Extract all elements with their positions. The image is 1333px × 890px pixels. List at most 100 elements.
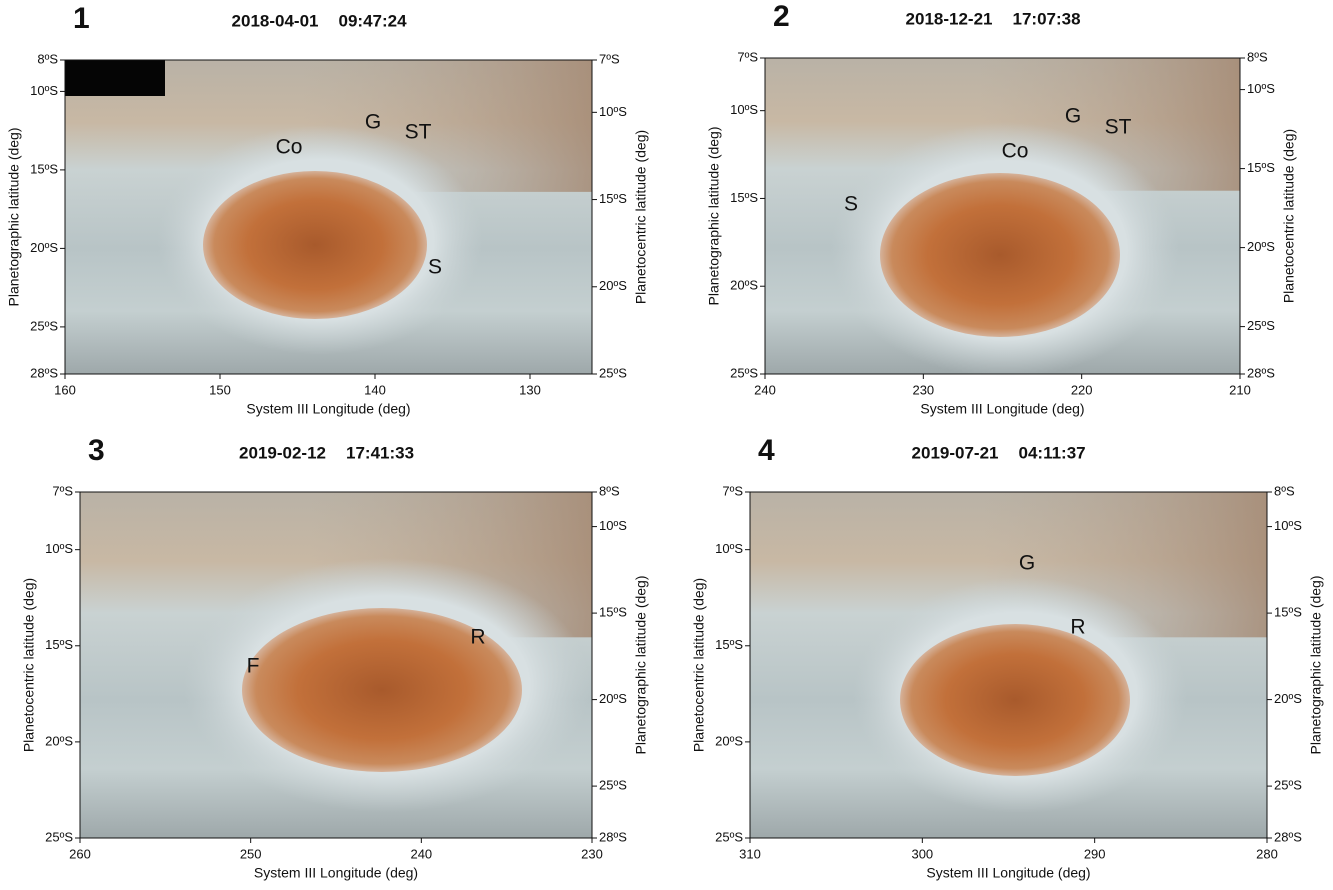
y2-axis-label: Planetographic latitude (deg)	[1308, 575, 1324, 754]
x-tick-label: 280	[1256, 846, 1278, 861]
y-tick-label: 8ºS	[37, 51, 58, 66]
figure: 1 2018-04-01 09:47:24 System III Longitude …	[0, 0, 1333, 890]
y2-tick-label: 15ºS	[599, 191, 627, 206]
x-tick-label: 140	[364, 382, 386, 397]
x-tick-label: 130	[519, 382, 541, 397]
feature-label: G	[1065, 105, 1081, 128]
y-tick-label: 7ºS	[52, 483, 73, 498]
y2-axis-label: Planetocentric latitude (deg)	[1281, 129, 1297, 303]
y-tick-label: 10ºS	[45, 541, 73, 556]
y-tick-label: 25ºS	[715, 829, 743, 844]
x-tick-label: 210	[1229, 382, 1251, 397]
feature-label: F	[247, 655, 260, 678]
y-tick-label: 10ºS	[730, 102, 758, 117]
x-axis-label: System III Longitude (deg)	[920, 401, 1084, 417]
y2-tick-label: 7ºS	[599, 51, 620, 66]
feature-label: G	[365, 111, 381, 134]
x-tick-label: 310	[739, 846, 761, 861]
y-axis-label: Planetocentric latitude (deg)	[21, 578, 37, 752]
y-tick-label: 15ºS	[715, 637, 743, 652]
time: 04:11:37	[1019, 443, 1086, 462]
time: 09:47:24	[339, 11, 408, 30]
feature-label: Co	[1002, 140, 1029, 163]
x-tick-label: 230	[912, 382, 934, 397]
great-red-spot	[203, 171, 427, 319]
panel-number: 4	[758, 434, 775, 467]
x-tick-label: 290	[1084, 846, 1106, 861]
y-tick-label: 20ºS	[30, 240, 58, 255]
x-tick-label: 240	[754, 382, 776, 397]
feature-label: R	[470, 626, 485, 649]
y-tick-label: 20ºS	[715, 733, 743, 748]
time: 17:41:33	[346, 443, 414, 462]
y-tick-label: 20ºS	[45, 733, 73, 748]
y2-tick-label: 25ºS	[599, 365, 627, 380]
great-red-spot	[900, 624, 1130, 776]
feature-label: Co	[276, 136, 303, 159]
date: 2018-12-21	[906, 9, 993, 28]
y2-tick-label: 28ºS	[1274, 829, 1302, 844]
y-tick-label: 10ºS	[715, 541, 743, 556]
y-tick-label: 25ºS	[45, 829, 73, 844]
feature-label: S	[428, 256, 442, 279]
date: 2019-07-21	[912, 443, 999, 462]
y2-tick-label: 8ºS	[599, 483, 620, 498]
great-red-spot	[880, 173, 1120, 337]
y-axis-label: Planetocentric latitude (deg)	[691, 578, 707, 752]
y-tick-label: 20ºS	[730, 278, 758, 293]
feature-label: S	[844, 193, 858, 216]
y-tick-label: 7ºS	[737, 49, 758, 64]
y-axis-label: Planetographic latitude (deg)	[706, 126, 722, 305]
y2-tick-label: 20ºS	[599, 691, 627, 706]
x-axis-label: System III Longitude (deg)	[254, 865, 418, 881]
x-tick-label: 300	[911, 846, 933, 861]
y2-tick-label: 15ºS	[1247, 160, 1275, 175]
y2-tick-label: 25ºS	[1247, 318, 1275, 333]
y2-tick-label: 20ºS	[599, 278, 627, 293]
y-tick-label: 15ºS	[730, 190, 758, 205]
y2-tick-label: 25ºS	[1274, 778, 1302, 793]
feature-label: ST	[1105, 116, 1132, 139]
feature-label: G	[1019, 552, 1035, 575]
y2-tick-label: 10ºS	[1247, 81, 1275, 96]
y2-tick-label: 10ºS	[599, 518, 627, 533]
y-tick-label: 28ºS	[30, 365, 58, 380]
x-tick-label: 160	[54, 382, 76, 397]
panel-number: 3	[88, 434, 105, 467]
time: 17:07:38	[1013, 9, 1081, 28]
panel-number: 1	[73, 2, 90, 35]
y2-axis-label: Planetographic latitude (deg)	[633, 575, 649, 754]
y2-tick-label: 10ºS	[599, 104, 627, 119]
x-axis-label: System III Longitude (deg)	[246, 401, 410, 417]
y-tick-label: 25ºS	[730, 365, 758, 380]
x-tick-label: 250	[240, 846, 262, 861]
y2-tick-label: 15ºS	[1274, 605, 1302, 620]
y2-tick-label: 28ºS	[1247, 365, 1275, 380]
y2-tick-label: 28ºS	[599, 829, 627, 844]
no-data	[65, 60, 165, 96]
y2-tick-label: 15ºS	[599, 605, 627, 620]
x-tick-label: 230	[581, 846, 603, 861]
y2-axis-label: Planetocentric latitude (deg)	[633, 130, 649, 304]
date: 2019-02-12	[239, 443, 326, 462]
x-tick-label: 260	[69, 846, 91, 861]
feature-label: R	[1070, 616, 1085, 639]
x-tick-label: 220	[1071, 382, 1093, 397]
y2-tick-label: 25ºS	[599, 778, 627, 793]
y-axis-label: Planetographic latitude (deg)	[6, 127, 22, 306]
y2-tick-label: 10ºS	[1274, 518, 1302, 533]
y-tick-label: 7ºS	[722, 483, 743, 498]
x-tick-label: 240	[410, 846, 432, 861]
panel-number: 2	[773, 0, 790, 33]
y-tick-label: 15ºS	[30, 161, 58, 176]
feature-label: ST	[405, 121, 432, 144]
date: 2018-04-01	[232, 11, 319, 30]
y2-tick-label: 20ºS	[1247, 239, 1275, 254]
y-tick-label: 10ºS	[30, 83, 58, 98]
x-tick-label: 150	[209, 382, 231, 397]
y2-tick-label: 20ºS	[1274, 691, 1302, 706]
y2-tick-label: 8ºS	[1247, 49, 1268, 64]
y2-tick-label: 8ºS	[1274, 483, 1295, 498]
y-tick-label: 15ºS	[45, 637, 73, 652]
x-axis-label: System III Longitude (deg)	[926, 865, 1090, 881]
